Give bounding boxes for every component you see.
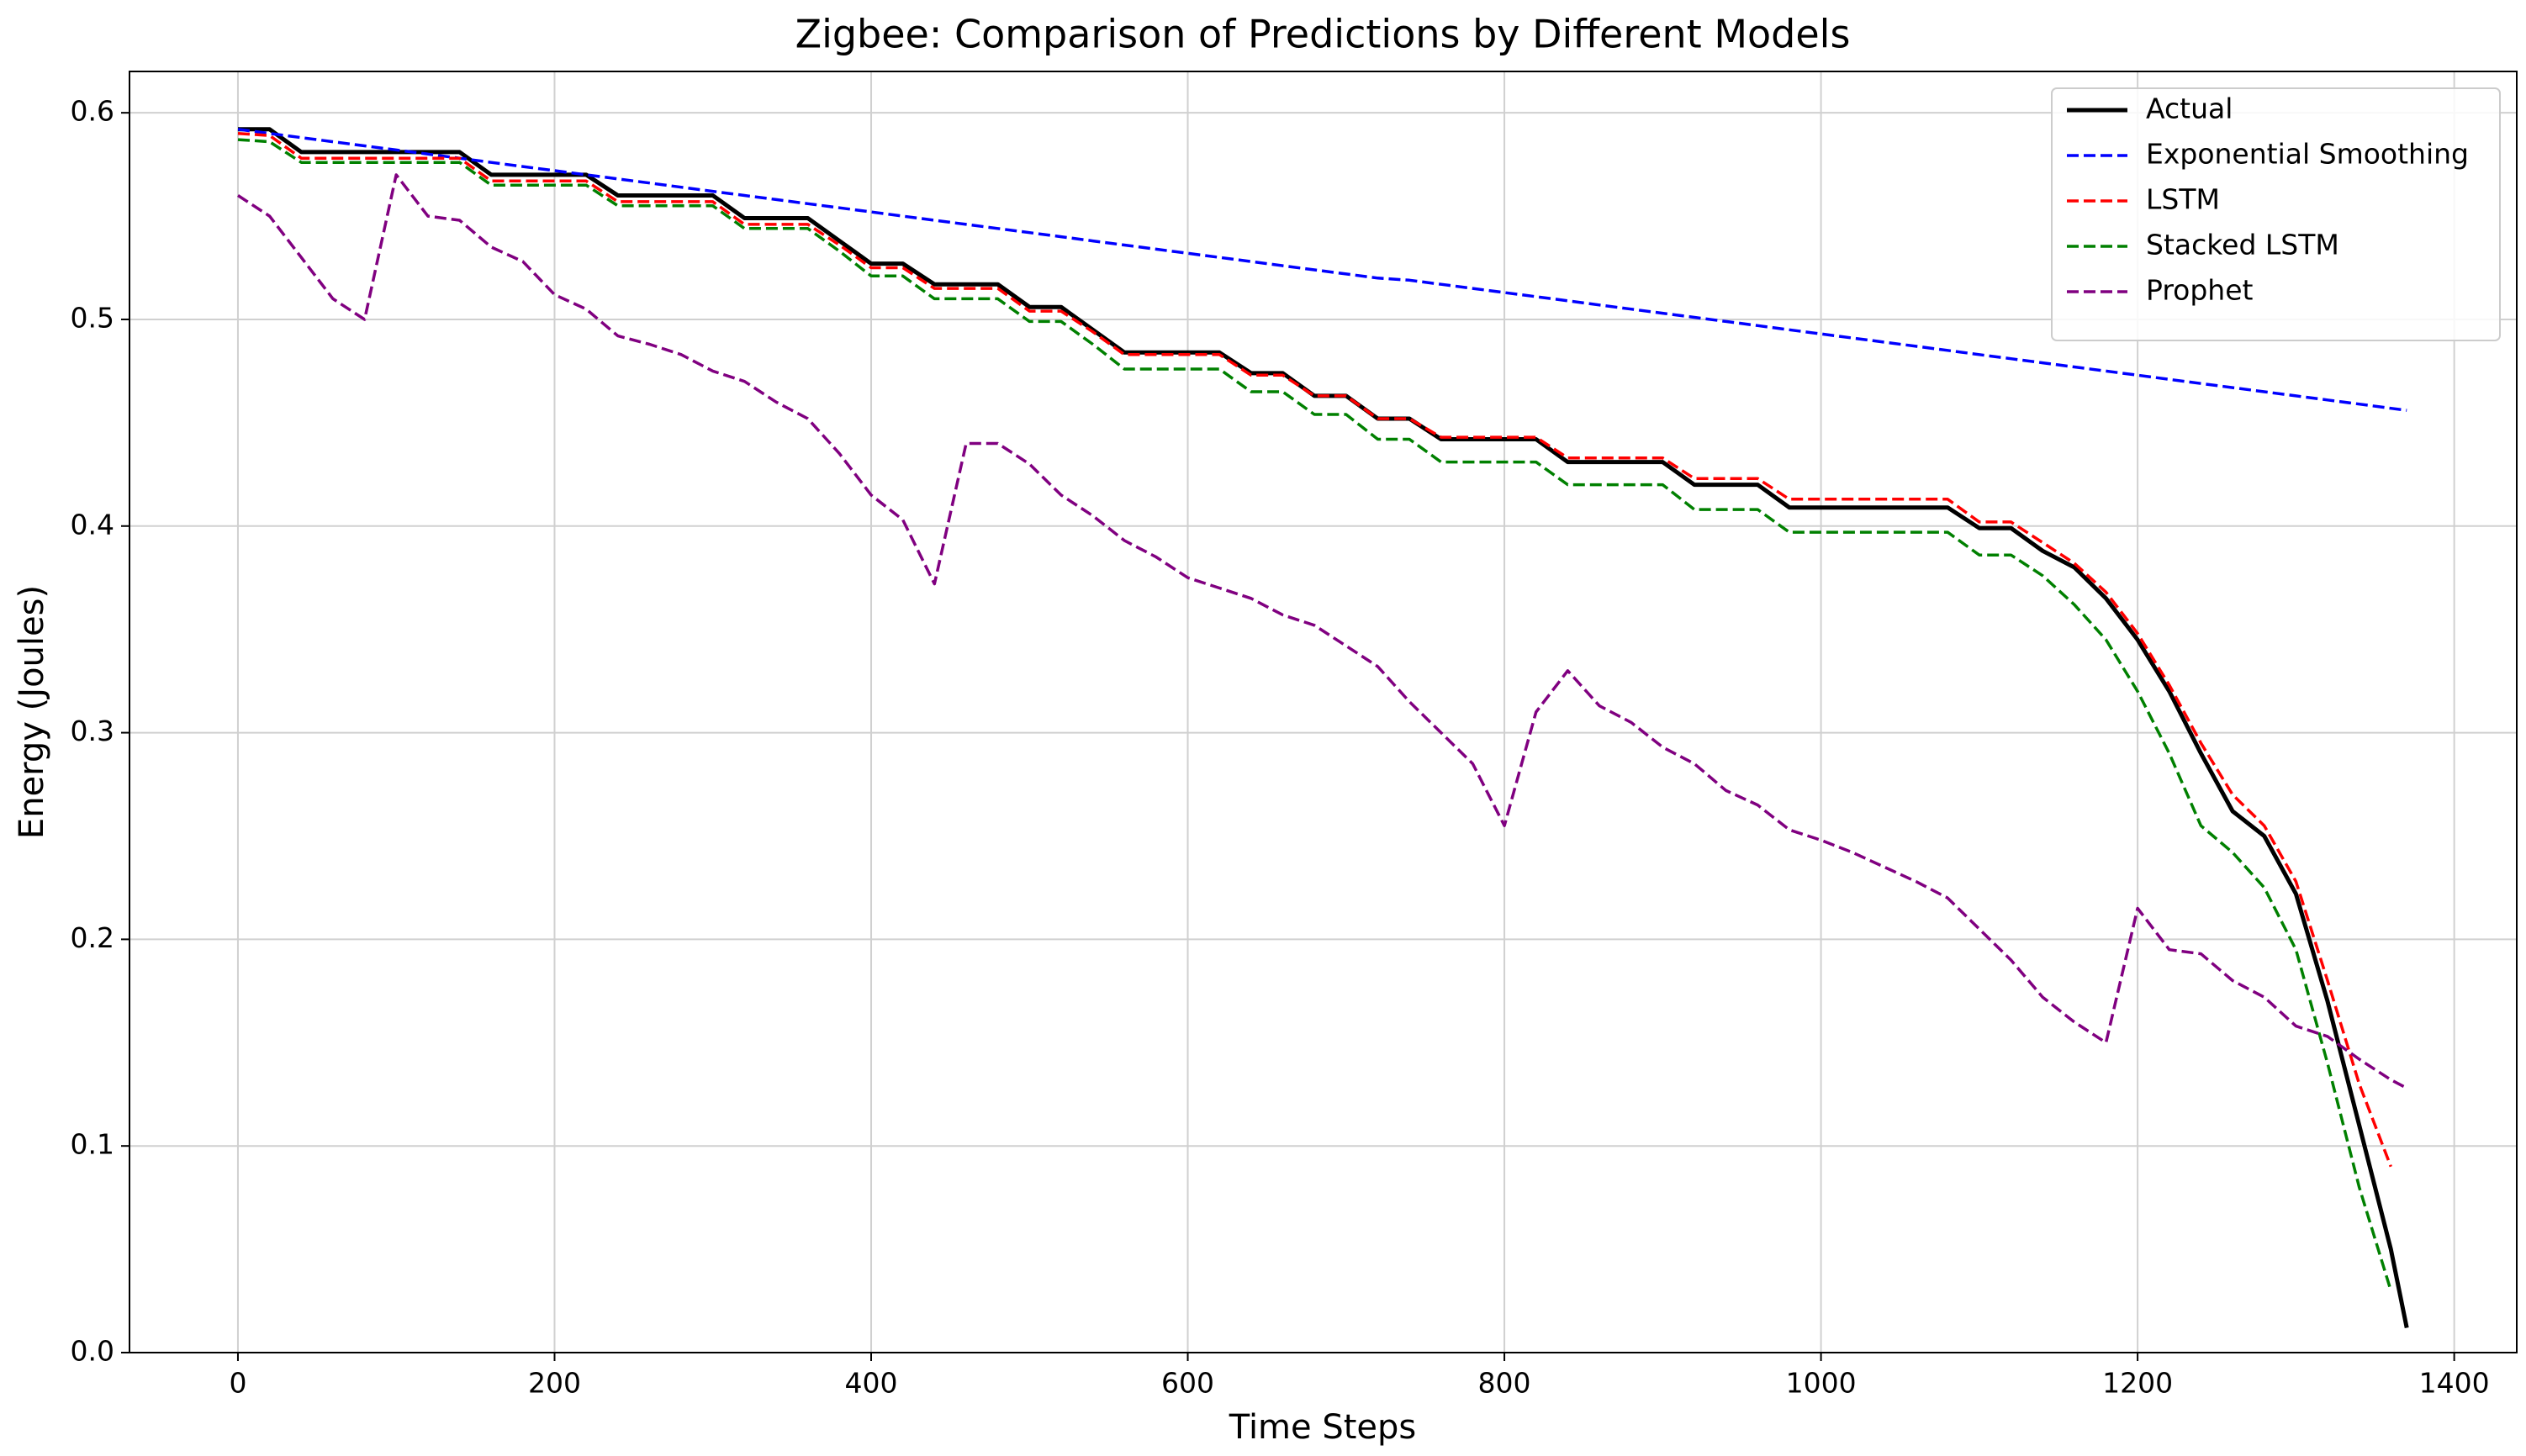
y-tick-label: 0.1 [71, 1128, 114, 1161]
y-tick-label: 0.5 [71, 301, 114, 334]
legend-label: Prophet [2146, 274, 2254, 307]
legend-label: LSTM [2146, 183, 2220, 216]
x-tick-label: 600 [1161, 1367, 1214, 1400]
series-line [237, 128, 2407, 412]
series-line [237, 173, 2408, 1089]
plot-frame [129, 71, 2518, 1353]
x-tick-label: 800 [1478, 1367, 1531, 1400]
y-tick-label: 0.6 [71, 95, 114, 128]
y-tick-label: 0.3 [71, 715, 114, 747]
x-tick-label: 1000 [1786, 1367, 1857, 1400]
legend-label: Actual [2146, 92, 2233, 125]
series-line [238, 127, 2409, 1328]
x-tick-label: 1400 [2419, 1367, 2490, 1400]
series-line [237, 138, 2392, 1291]
legend-box [2051, 87, 2501, 341]
y-tick-label: 0.0 [71, 1335, 114, 1368]
y-tick-label: 0.4 [71, 508, 114, 541]
x-tick-label: 400 [845, 1367, 898, 1400]
x-tick-label: 200 [528, 1367, 581, 1400]
legend-label: Exponential Smoothing [2146, 138, 2469, 171]
legend: Actual Exponential Smoothing LSTM Stacked L… [2051, 87, 2501, 341]
legend-label: Stacked LSTM [2146, 229, 2339, 261]
x-tick-label: 0 [229, 1367, 246, 1400]
x-axis-label: Time Steps [1229, 1408, 1417, 1447]
x-tick-label: 1200 [2102, 1367, 2173, 1400]
y-tick-label: 0.2 [71, 921, 114, 954]
chart-title: Zigbee: Comparison of Predictions by Dif… [795, 12, 1851, 57]
y-axis-label: Energy (Joules) [13, 585, 51, 839]
series-line [237, 131, 2392, 1168]
